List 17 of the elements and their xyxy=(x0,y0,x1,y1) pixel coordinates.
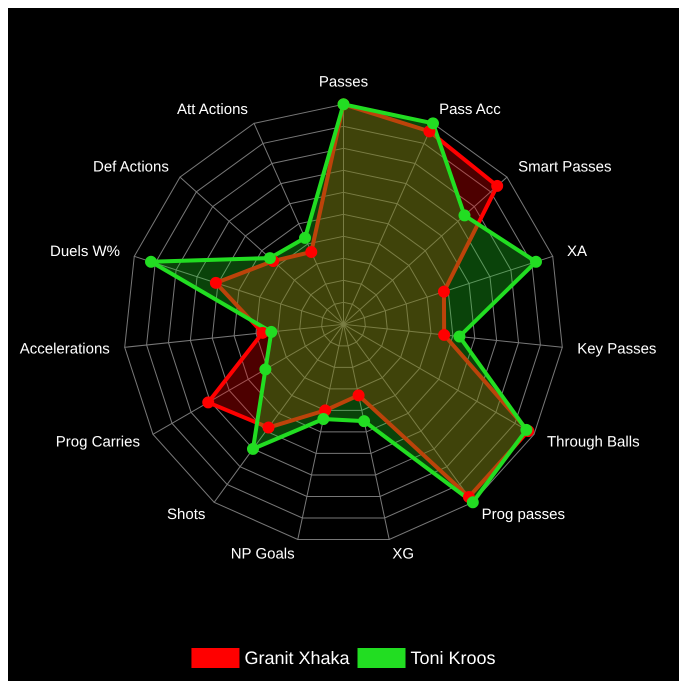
spoke-label: Duels W% xyxy=(50,243,120,260)
spoke-label: Through Balls xyxy=(547,433,640,450)
legend-label: Toni Kroos xyxy=(410,648,496,668)
spoke-label: Att Actions xyxy=(177,101,248,118)
spoke-label: XG xyxy=(392,546,414,563)
spoke-label: Def Actions xyxy=(92,158,169,176)
spoke-label: Shots xyxy=(167,506,206,523)
spoke-label: Accelerations xyxy=(20,340,110,358)
spoke-label: Prog Carries xyxy=(56,433,140,450)
spoke-label: Prog passes xyxy=(482,506,566,523)
spoke-label: XA xyxy=(567,243,588,260)
spoke-label: Smart Passes xyxy=(518,158,612,176)
spoke-label: Passes xyxy=(318,73,368,90)
legend-label: Granit Xhaka xyxy=(244,648,350,668)
spoke-label: Key Passes xyxy=(577,340,656,358)
spoke-label: Pass Acc xyxy=(439,101,502,118)
spoke-label: NP Goals xyxy=(230,546,295,563)
